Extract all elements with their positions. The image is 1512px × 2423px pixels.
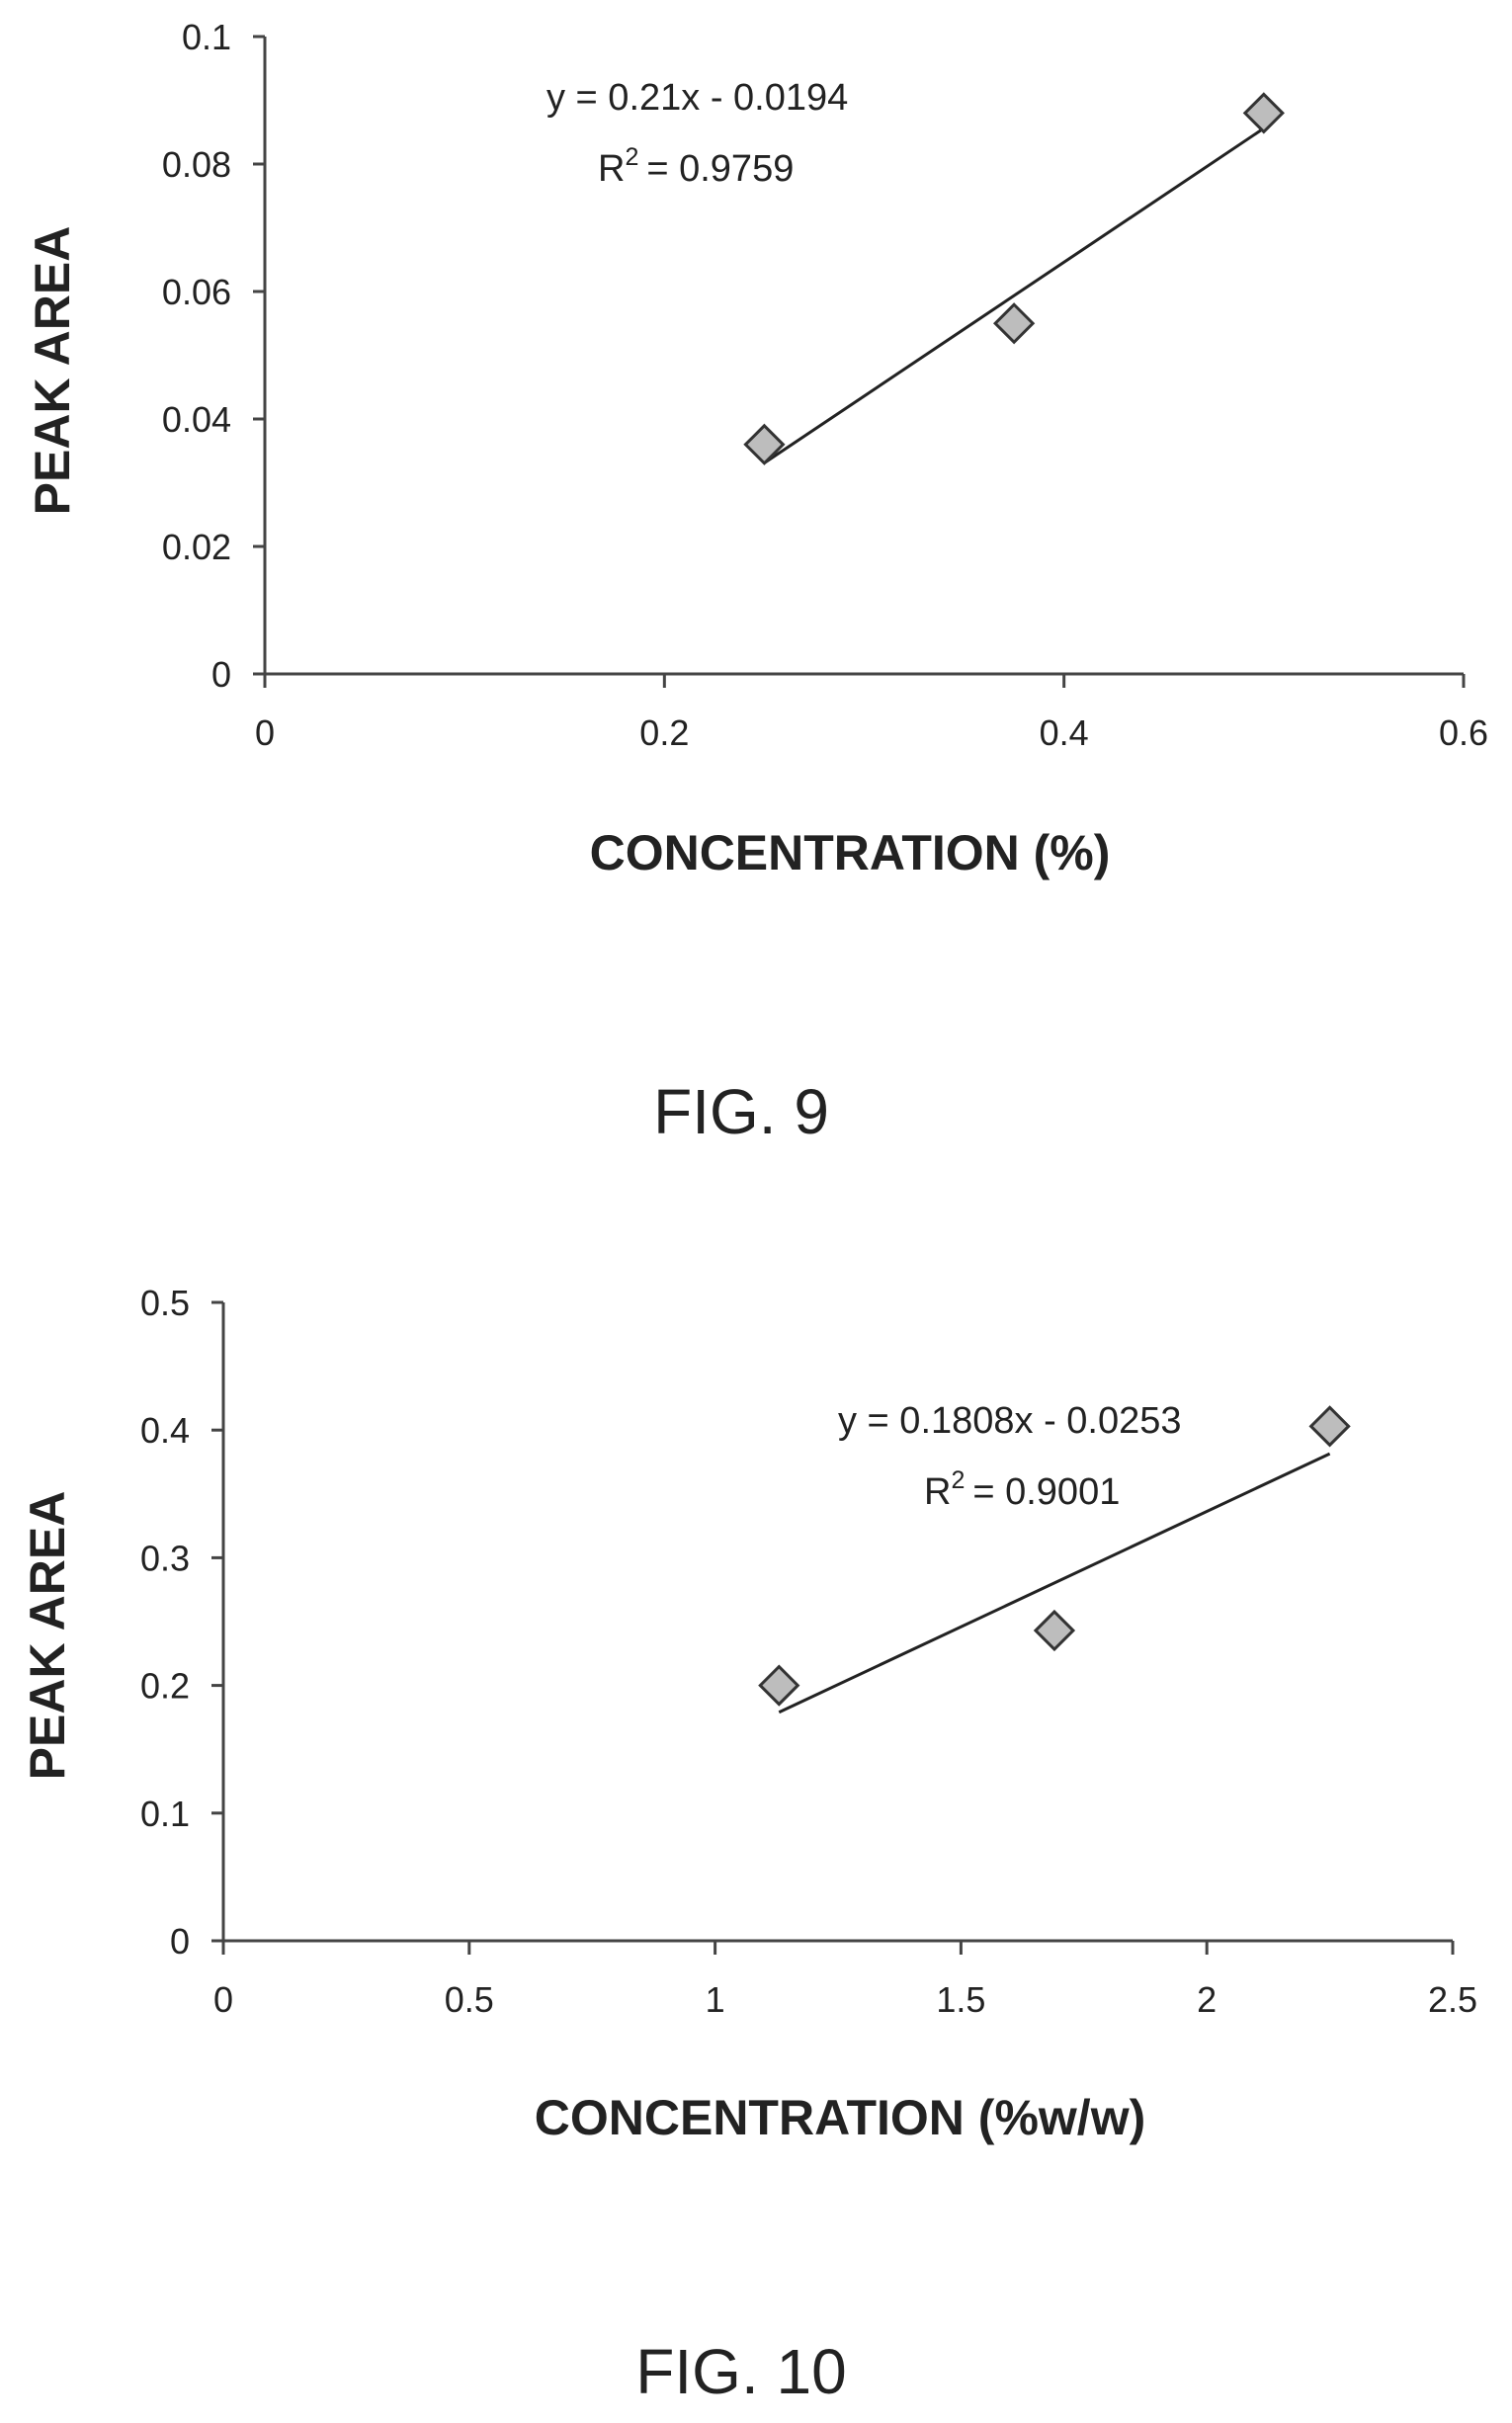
fig10-tick-labels: 0 0.1 0.2 0.3 0.4 0.5 0 0.5 1 1.5 2 2.5	[140, 1283, 1477, 2020]
fig10-y-tick-label: 0	[170, 1921, 190, 1962]
fig9-x-tick-label: 0.4	[1040, 712, 1089, 753]
fig9-x-tick-label: 0	[255, 712, 275, 753]
fig10-y-tick-label: 0.4	[140, 1410, 190, 1451]
fig9-x-tick-label: 0.2	[639, 712, 689, 753]
fig9-chart: 0 0.02 0.04 0.06 0.08 0.1 0 0.2 0.4 0.6 y = 0.21x…	[25, 17, 1488, 1147]
fig9-axes	[263, 37, 1464, 676]
fig9-y-tick-label: 0.04	[162, 399, 231, 440]
fig10-r2-sup: 2	[951, 1466, 965, 1494]
fig10-axes	[221, 1302, 1453, 1943]
fig9-y-tick-label: 0	[211, 654, 231, 695]
fig10-y-axis-title: PEAK AREA	[20, 1491, 75, 1781]
fig9-data-point	[993, 302, 1036, 345]
fig9-y-tick-label: 0.08	[162, 144, 231, 185]
fig10-caption: FIG. 10	[635, 2336, 846, 2407]
fig9-y-tick-label: 0.06	[162, 272, 231, 312]
fig10-data-point	[758, 1664, 800, 1707]
fig9-markers	[743, 92, 1285, 465]
fig9-ticks	[253, 35, 1466, 688]
fig10-r2-value: = 0.9001	[972, 1471, 1120, 1513]
fig10-markers	[758, 1405, 1351, 1707]
fig10-trendline	[778, 1452, 1331, 1714]
fig10-data-point	[1033, 1609, 1076, 1652]
fig9-x-axis-title: CONCENTRATION (%)	[590, 825, 1111, 880]
fig10-data-point	[1308, 1405, 1351, 1448]
fig9-caption: FIG. 9	[653, 1076, 829, 1147]
fig9-data-point	[743, 423, 786, 465]
fig10-x-tick-label: 2	[1197, 1979, 1217, 2020]
fig10-y-tick-label: 0.5	[140, 1283, 190, 1323]
fig9-r-squared: R2 = 0.9759	[598, 143, 794, 190]
fig9-r2-sup: 2	[625, 143, 638, 171]
fig10-x-tick-label: 2.5	[1428, 1979, 1477, 2020]
fig10-r-squared: R2 = 0.9001	[924, 1466, 1120, 1513]
fig10-x-tick-label: 0.5	[445, 1979, 494, 2020]
fig9-trendline	[763, 126, 1265, 464]
fig10-y-tick-label: 0.3	[140, 1538, 190, 1578]
fig9-equation: y = 0.21x - 0.0194	[546, 77, 848, 119]
fig10-r2-label: R	[924, 1471, 951, 1513]
fig10-x-tick-label: 1.5	[936, 1979, 985, 2020]
fig10-x-tick-label: 0	[213, 1979, 233, 2020]
fig9-y-axis-title: PEAK AREA	[25, 226, 80, 516]
fig9-data-point	[1242, 92, 1285, 134]
fig9-tick-labels: 0 0.02 0.04 0.06 0.08 0.1 0 0.2 0.4 0.6	[162, 17, 1488, 753]
fig10-x-tick-label: 1	[706, 1979, 725, 2020]
fig10-ticks	[211, 1300, 1455, 1955]
fig9-y-tick-label: 0.1	[182, 17, 231, 57]
fig10-equation: y = 0.1808x - 0.0253	[838, 1400, 1182, 1442]
fig10-x-axis-title: CONCENTRATION (%w/w)	[535, 2090, 1145, 2145]
fig10-y-tick-label: 0.1	[140, 1794, 190, 1834]
fig10-chart: 0 0.1 0.2 0.3 0.4 0.5 0 0.5 1 1.5 2 2.5 y = 0.1808x…	[20, 1283, 1477, 2407]
fig9-y-tick-label: 0.02	[162, 527, 231, 567]
fig10-y-tick-label: 0.2	[140, 1666, 190, 1707]
fig9-r2-value: = 0.9759	[646, 148, 794, 190]
fig9-r2-label: R	[598, 148, 625, 190]
fig9-x-tick-label: 0.6	[1439, 712, 1488, 753]
